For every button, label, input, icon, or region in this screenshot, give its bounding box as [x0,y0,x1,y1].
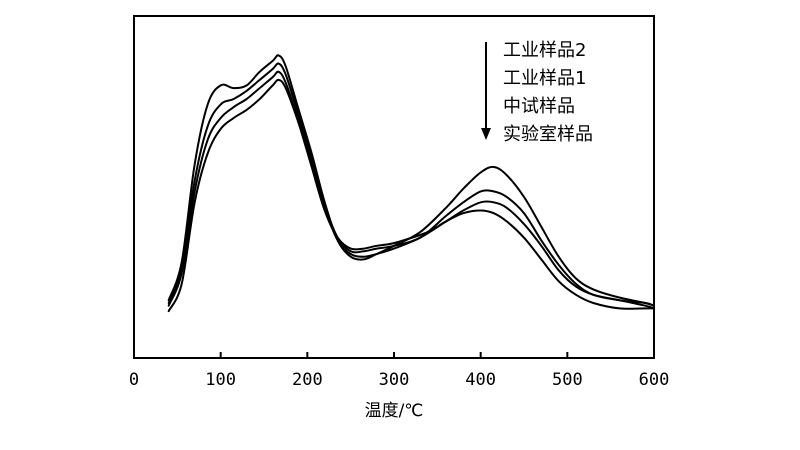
series-line-3 [167,70,655,310]
legend-entry: 工业样品1 [503,68,586,89]
x-axis-ticks: 0 100 200 300 400 500 600 [129,352,669,390]
x-tick-label: 300 [379,370,410,390]
legend-entry: 实验室样品 [503,124,593,145]
x-tick-label: 0 [129,370,139,390]
x-tick-label: 600 [639,370,670,390]
x-axis-label: 温度/℃ [365,401,424,421]
legend-entry: 中试样品 [503,96,575,117]
series-line-1 [167,54,655,307]
series-line-4 [167,78,655,313]
series-lines [167,54,655,313]
series-line-2 [167,62,655,307]
x-tick-label: 400 [465,370,496,390]
x-tick-label: 500 [552,370,583,390]
x-tick-label: 200 [292,370,323,390]
x-tick-label: 100 [205,370,236,390]
legend-arrow-head-icon [481,128,491,140]
legend-entry: 工业样品2 [503,40,586,61]
